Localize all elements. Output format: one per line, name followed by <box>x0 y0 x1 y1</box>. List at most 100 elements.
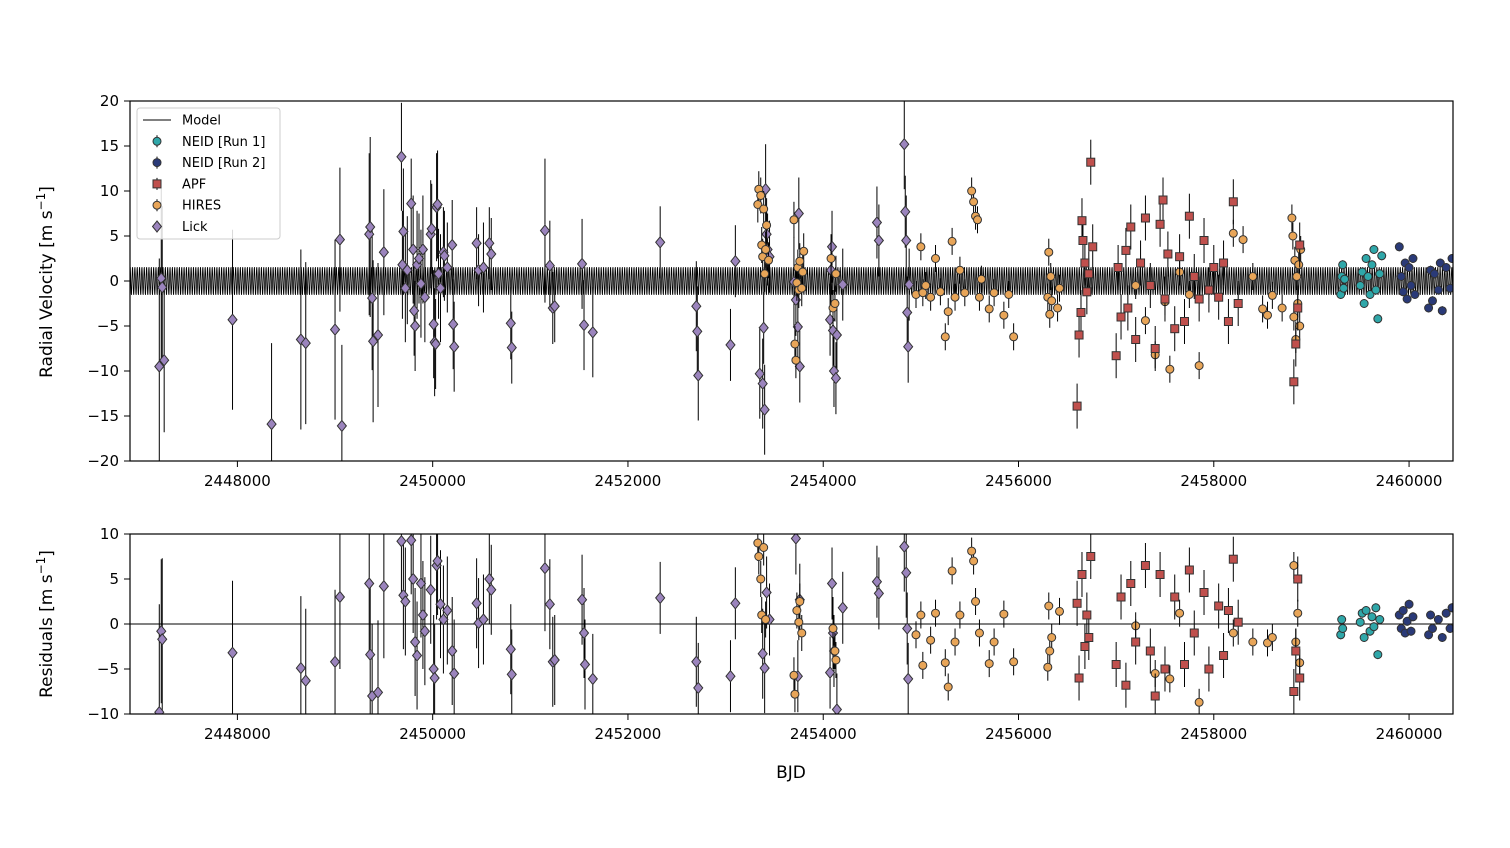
data-point-apf <box>1082 287 1092 297</box>
data-point-hires <box>921 281 931 290</box>
data-point-lick <box>692 325 703 338</box>
data-point-hires <box>1293 608 1303 618</box>
data-point-lick <box>372 686 384 699</box>
x-tick-label: 2448000 <box>204 725 271 743</box>
data-point-apf <box>1175 252 1185 262</box>
data-point-lick <box>428 317 439 331</box>
data-point-apf <box>1170 592 1180 602</box>
data-point-hires <box>1228 228 1238 238</box>
data-point-neid-run-1 <box>1355 281 1365 290</box>
legend-label-apf: APF <box>182 177 206 192</box>
data-point-lick <box>378 245 390 259</box>
data-point-apf <box>1204 285 1214 295</box>
data-point-lick <box>402 263 413 277</box>
data-point-apf <box>1219 651 1229 660</box>
data-point-lick <box>447 238 458 252</box>
data-point-hires <box>1044 601 1054 611</box>
data-point-hires <box>999 609 1009 619</box>
data-point-hires <box>1055 283 1065 293</box>
data-point-lick <box>400 595 411 608</box>
legend-marker-apf <box>152 179 162 189</box>
data-point-lick <box>417 243 429 256</box>
y-tick-label: −10 <box>87 705 119 723</box>
data-point-lick <box>227 313 238 326</box>
x-tick-label: 2456000 <box>985 472 1052 490</box>
y-tick-label: 5 <box>109 227 119 245</box>
x-tick-label: 2450000 <box>399 472 466 490</box>
data-point-hires <box>916 242 926 252</box>
data-point-hires <box>1045 309 1055 319</box>
data-point-apf <box>1289 377 1299 387</box>
data-point-lick <box>900 205 911 218</box>
legend-label-lick: Lick <box>182 220 208 235</box>
data-point-neid-run-1 <box>1359 633 1369 642</box>
data-point-lick <box>408 304 420 317</box>
data-point-lick <box>576 593 588 606</box>
data-point-lick <box>505 317 516 330</box>
data-point-hires <box>759 204 769 214</box>
data-point-lick <box>871 575 883 588</box>
radial-velocity-panel: 2448000 2450000 2452000 2454000 2456000 24580… <box>87 92 1454 490</box>
data-point-neid-run-1 <box>1373 650 1383 660</box>
data-point-lick <box>154 360 165 373</box>
data-point-lick <box>830 371 842 385</box>
data-point-neid-run-1 <box>1337 615 1347 624</box>
data-point-neid-run-2 <box>1447 603 1453 613</box>
data-point-neid-run-2 <box>1429 269 1439 279</box>
data-point-hires <box>943 307 953 317</box>
data-point-neid-run-1 <box>1371 603 1381 613</box>
data-point-hires <box>1248 272 1258 281</box>
data-point-hires <box>950 292 960 302</box>
legend-label-model: Model <box>182 114 221 129</box>
data-point-hires <box>1165 674 1175 684</box>
series-neid-run-1-bottom <box>1336 603 1385 660</box>
data-point-hires <box>911 630 921 640</box>
data-point-hires <box>1289 561 1299 570</box>
data-point-lick <box>792 320 803 334</box>
data-point-hires <box>753 538 763 548</box>
data-point-apf <box>1295 240 1305 250</box>
data-point-lick <box>576 257 588 271</box>
data-point-lick <box>901 566 912 579</box>
data-point-lick <box>578 626 590 640</box>
data-point-lick <box>159 353 170 367</box>
data-point-lick <box>426 222 437 236</box>
data-point-neid-run-2 <box>1427 624 1437 633</box>
data-point-neid-run-1 <box>1365 290 1375 299</box>
data-point-neid-run-2 <box>1435 258 1445 268</box>
data-point-neid-run-2 <box>1406 281 1416 290</box>
data-point-lick <box>539 224 551 237</box>
data-point-neid-run-2 <box>1408 254 1418 263</box>
data-point-hires <box>826 254 836 263</box>
data-point-lick <box>396 150 407 164</box>
data-point-apf <box>1082 610 1092 620</box>
data-point-lick <box>578 318 590 332</box>
data-point-apf <box>1084 269 1094 279</box>
data-point-lick <box>430 337 441 351</box>
model-curve <box>130 267 1453 295</box>
data-point-lick <box>413 252 425 265</box>
data-point-lick <box>227 646 238 660</box>
data-point-hires <box>999 310 1009 320</box>
data-point-apf <box>1289 687 1299 696</box>
data-point-lick <box>478 261 489 274</box>
legend-marker-hires <box>152 200 162 210</box>
data-point-hires <box>1287 213 1297 223</box>
data-point-hires <box>1044 247 1054 257</box>
data-point-hires <box>969 197 979 207</box>
data-point-lick <box>400 281 411 295</box>
data-point-neid-run-1 <box>1339 283 1349 293</box>
data-point-neid-run-1 <box>1367 260 1377 270</box>
data-point-apf <box>1184 565 1194 575</box>
plot-area-bottom <box>130 534 1453 714</box>
data-point-lick <box>398 225 409 238</box>
data-point-apf <box>1074 330 1084 340</box>
data-point-apf <box>1293 574 1303 584</box>
series-neid-run-1-top <box>1336 245 1387 324</box>
data-point-neid-run-1 <box>1338 624 1348 633</box>
data-point-lick <box>757 647 768 660</box>
data-point-hires <box>955 265 965 275</box>
data-point-apf <box>1077 570 1087 579</box>
data-point-lick <box>484 572 495 586</box>
data-point-apf <box>1179 660 1189 669</box>
